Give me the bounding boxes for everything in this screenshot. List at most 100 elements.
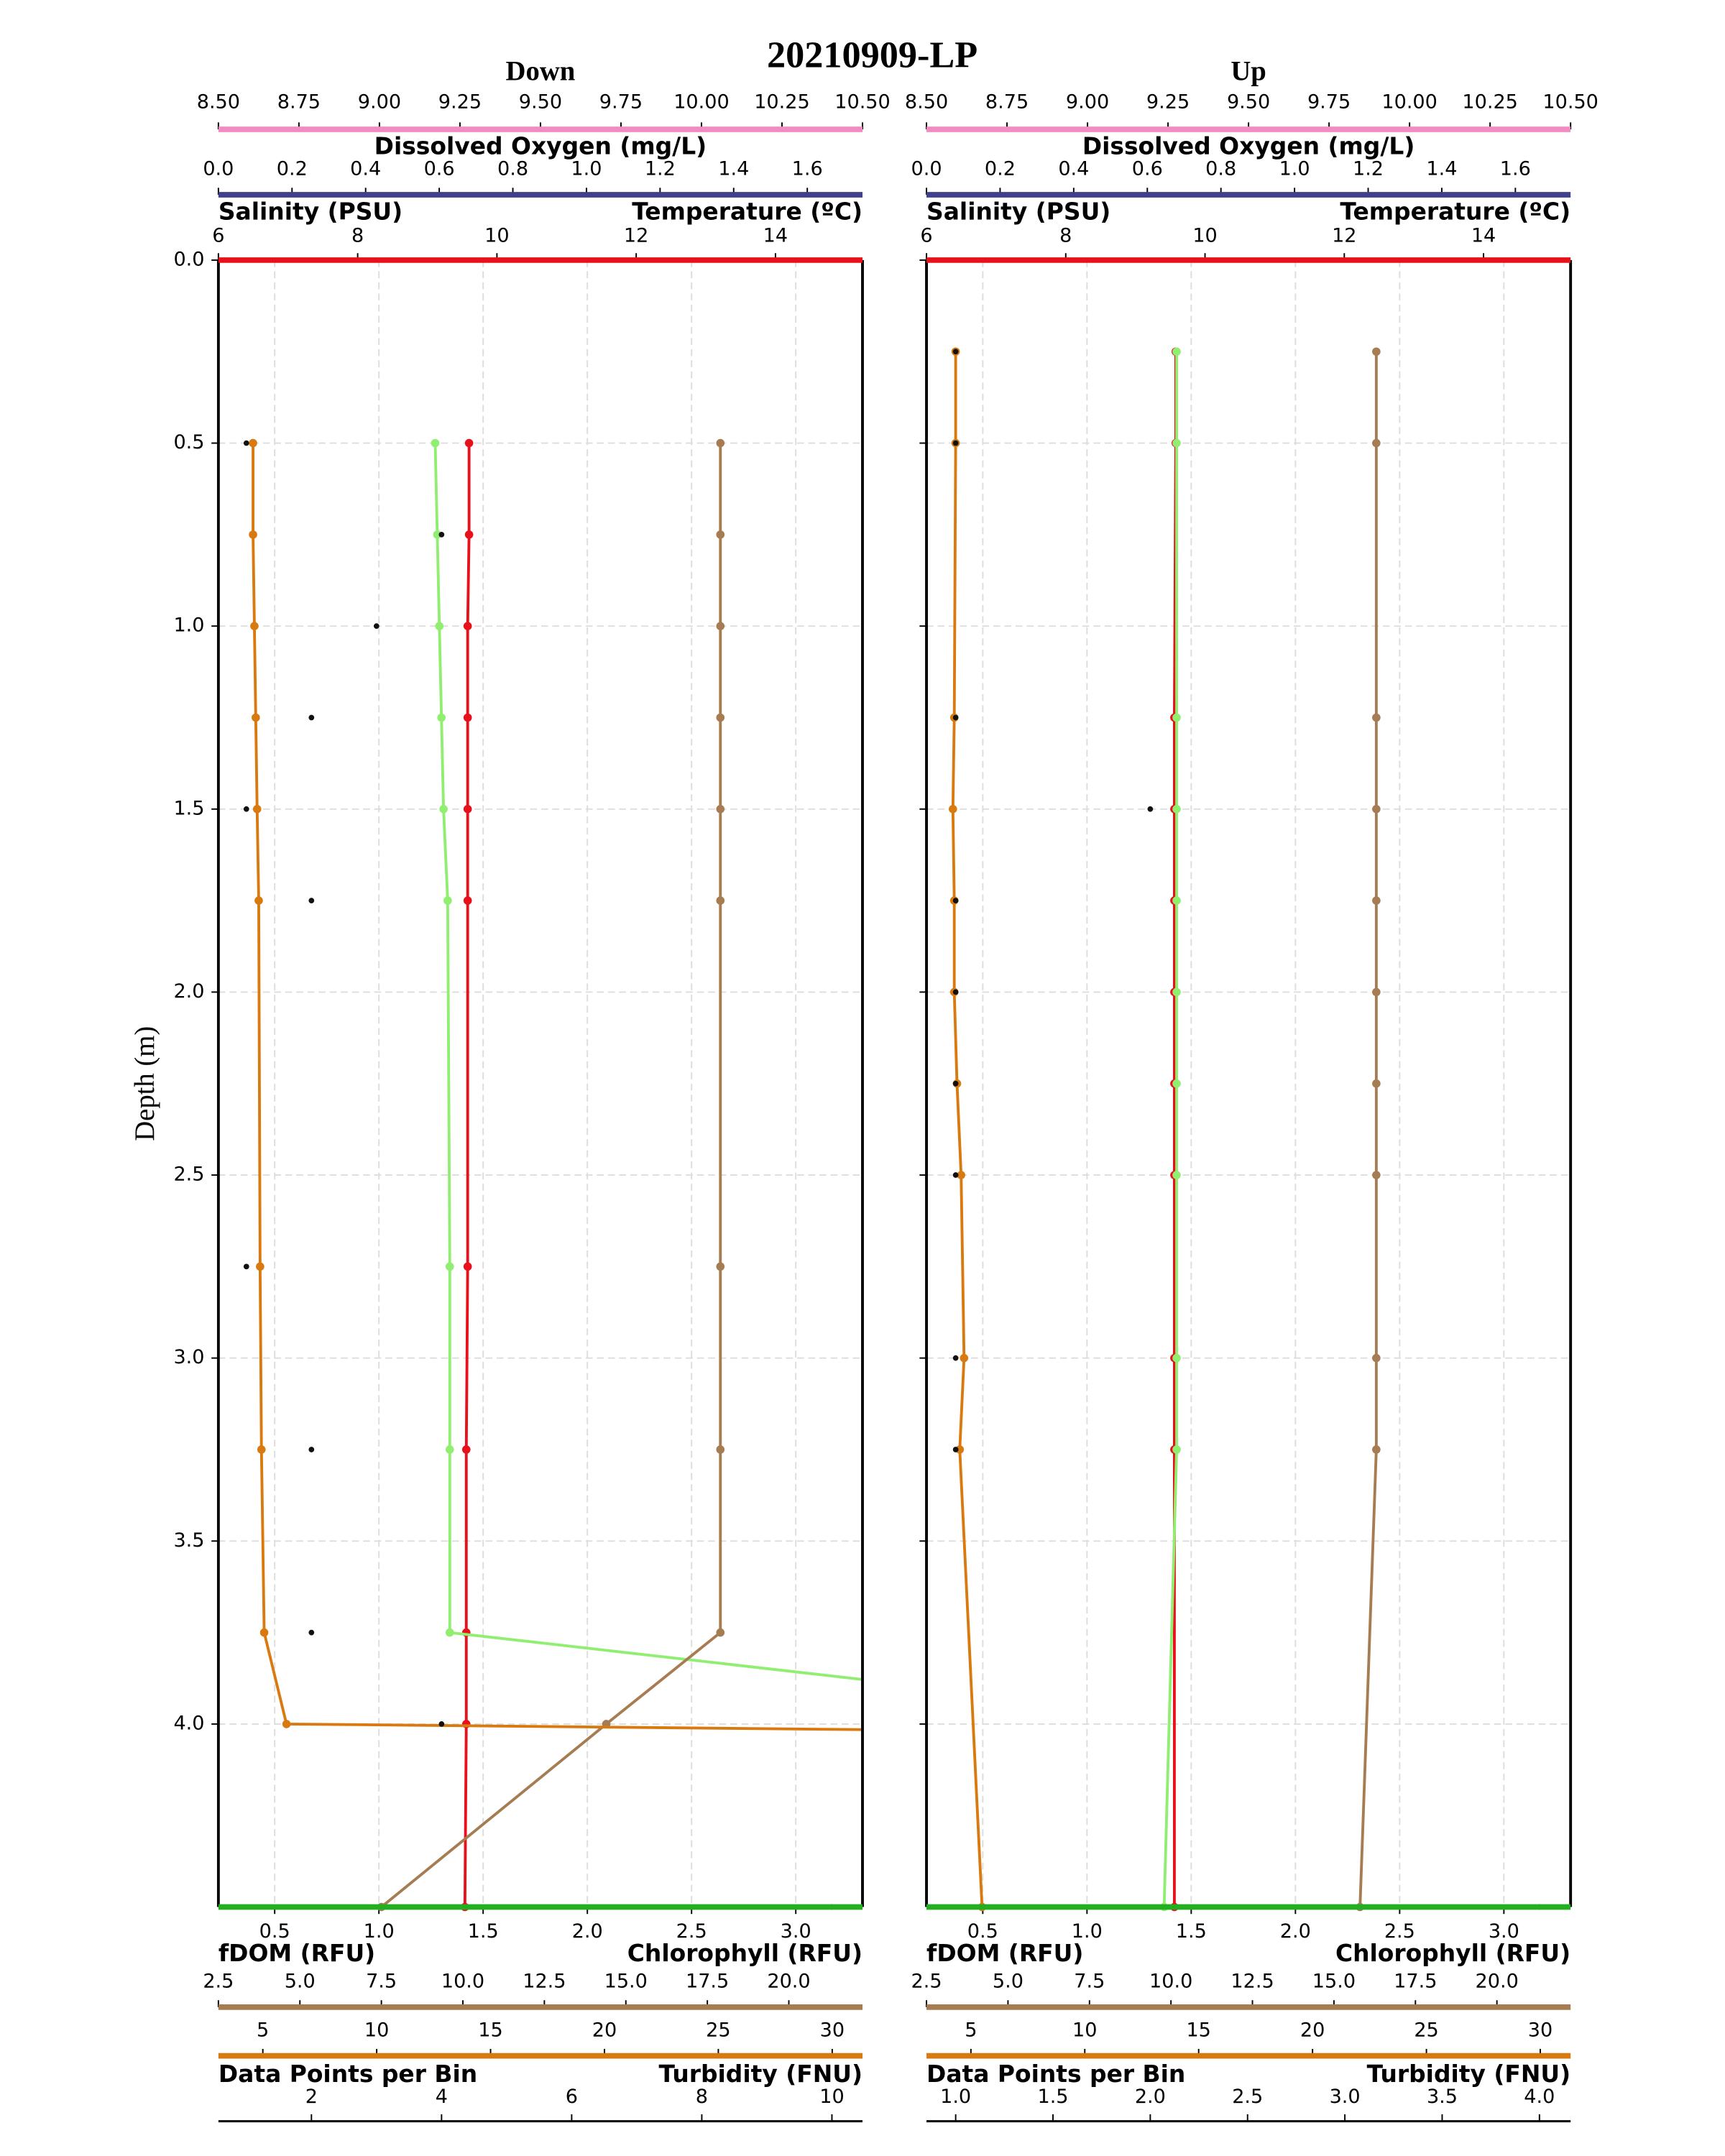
series-marker <box>257 1445 266 1454</box>
series-marker <box>948 805 957 814</box>
series-marker <box>960 1353 969 1363</box>
x-tick-label: 15.0 <box>604 1971 648 1993</box>
x-tick-label: 3.0 <box>781 1920 811 1943</box>
series-marker <box>1172 805 1181 814</box>
x-axis-label: Dissolved Oxygen (mg/L) <box>374 132 707 160</box>
series-marker <box>1172 1445 1181 1454</box>
x-tick-label: 1.2 <box>1353 158 1384 180</box>
series-marker <box>1372 1171 1381 1179</box>
x-axis-label: Chlorophyll (RFU) <box>1335 1939 1570 1967</box>
series-marker <box>1372 1079 1381 1088</box>
x-tick-label: 9.50 <box>519 91 562 114</box>
series-marker <box>445 1445 454 1454</box>
x-tick-label: 1.5 <box>1176 1920 1207 1943</box>
data-dot <box>952 989 959 995</box>
y-tick-label: 1.0 <box>173 614 204 637</box>
x-tick-label: 10 <box>484 225 509 247</box>
series-marker <box>1372 896 1381 905</box>
x-tick-label: 7.5 <box>366 1971 397 1993</box>
data-dot <box>952 1080 959 1087</box>
series-marker <box>716 622 725 630</box>
data-dot <box>243 806 249 812</box>
x-tick-label: 8.75 <box>277 91 321 114</box>
series-marker <box>250 622 259 630</box>
y-tick-label: 2.5 <box>173 1164 204 1186</box>
x-tick-label: 20.0 <box>1476 1971 1519 1993</box>
x-tick-label: 10 <box>1192 225 1217 247</box>
data-dot <box>952 349 959 355</box>
series-marker <box>716 1628 725 1637</box>
x-tick-label: 15 <box>478 2019 502 2041</box>
plot-area <box>243 438 862 1912</box>
x-tick-label: 20 <box>592 2019 617 2041</box>
data-dot <box>308 898 315 903</box>
series-marker <box>252 805 262 814</box>
x-tick-label: 9.25 <box>438 91 482 114</box>
series-marker <box>443 896 452 905</box>
chart-title: 20210909-LP <box>767 34 978 75</box>
x-tick-label: 14 <box>763 225 788 247</box>
series-marker <box>1372 1445 1381 1454</box>
x-tick-label: 2.5 <box>1384 1920 1415 1943</box>
x-tick-label: 0.0 <box>203 158 234 180</box>
x-tick-label: 1.0 <box>940 2086 971 2108</box>
series-marker <box>957 1171 966 1179</box>
x-axis-label: Dissolved Oxygen (mg/L) <box>1082 132 1415 160</box>
x-tick-label: 10 <box>364 2019 389 2041</box>
data-dot <box>952 898 959 903</box>
x-tick-label: 8.75 <box>985 91 1029 114</box>
panel-title: Down <box>506 56 576 86</box>
data-dot <box>952 1447 959 1452</box>
x-tick-label: 2 <box>305 2086 318 2108</box>
x-tick-label: 17.5 <box>686 1971 729 1993</box>
x-tick-label: 0.2 <box>277 158 308 180</box>
x-tick-label: 1.6 <box>792 158 823 180</box>
series-marker <box>1172 1353 1181 1363</box>
series-marker <box>1172 896 1181 905</box>
x-tick-label: 3.0 <box>1330 2086 1361 2108</box>
series-marker <box>716 438 725 448</box>
x-tick-label: 9.50 <box>1227 91 1270 114</box>
data-dot <box>952 1355 959 1361</box>
x-tick-label: 10 <box>1072 2019 1097 2041</box>
x-tick-label: 7.5 <box>1074 1971 1105 1993</box>
x-tick-label: 5.0 <box>993 1971 1024 1993</box>
x-tick-label: 9.75 <box>599 91 643 114</box>
x-tick-label: 10.25 <box>1462 91 1518 114</box>
series-marker <box>716 805 725 814</box>
x-tick-label: 8.50 <box>197 91 240 114</box>
x-tick-label: 14 <box>1471 225 1496 247</box>
x-tick-label: 10.0 <box>1149 1971 1192 1993</box>
x-tick-label: 0.4 <box>350 158 381 180</box>
x-tick-label: 9.00 <box>1066 91 1109 114</box>
series-marker <box>716 713 725 722</box>
x-tick-label: 1.0 <box>571 158 602 180</box>
x-tick-label: 4.0 <box>1524 2086 1555 2108</box>
x-tick-label: 0.0 <box>911 158 942 180</box>
data-dot <box>308 1447 315 1452</box>
x-tick-label: 30 <box>1528 2019 1552 2041</box>
x-tick-label: 9.25 <box>1146 91 1190 114</box>
series-marker <box>282 1720 291 1728</box>
x-tick-label: 1.5 <box>468 1920 499 1943</box>
y-tick-label: 3.0 <box>173 1346 204 1368</box>
x-tick-label: 9.00 <box>358 91 401 114</box>
series-marker <box>433 530 442 539</box>
x-tick-label: 8 <box>351 225 364 247</box>
data-dot <box>952 440 959 446</box>
x-tick-label: 20.0 <box>767 1971 810 1993</box>
x-tick-label: 0.5 <box>259 1920 290 1943</box>
y-axis-label: Depth (m) <box>130 1026 160 1141</box>
series-marker <box>463 896 472 905</box>
x-tick-label: 25 <box>706 2019 730 2041</box>
data-dot <box>952 714 959 721</box>
series-marker <box>445 1628 454 1637</box>
series-line <box>951 351 984 1907</box>
x-tick-label: 12 <box>624 225 648 247</box>
x-axis-label: Turbidity (FNU) <box>1367 2060 1570 2088</box>
x-tick-label: 8 <box>696 2086 708 2108</box>
x-tick-label: 0.4 <box>1058 158 1089 180</box>
series-marker <box>435 622 444 630</box>
x-tick-label: 20 <box>1300 2019 1325 2041</box>
